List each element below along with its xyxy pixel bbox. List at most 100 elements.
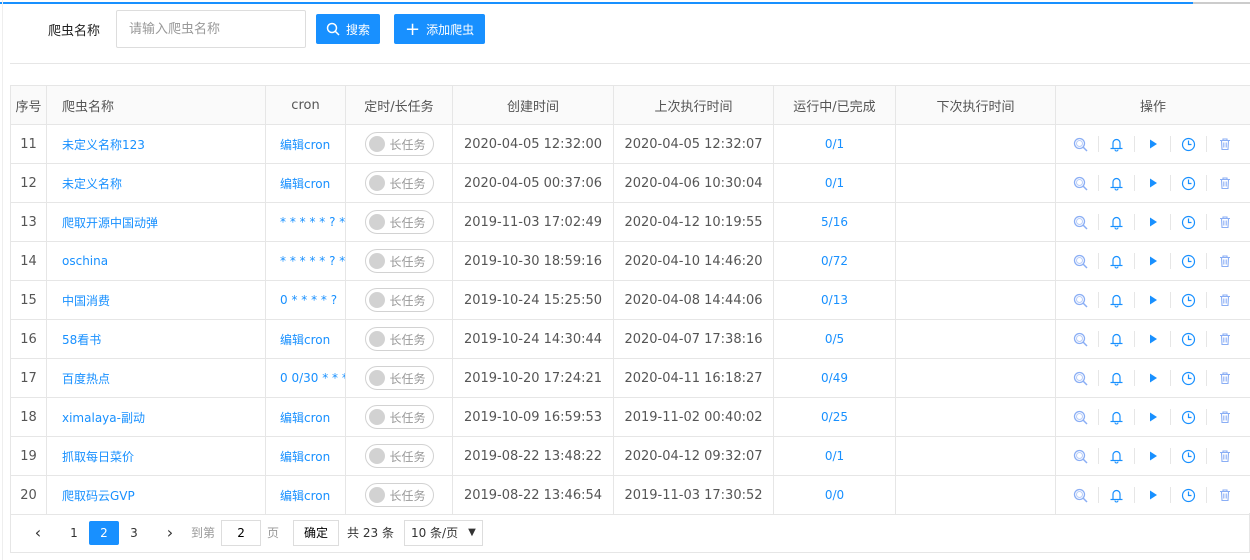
spider-name-link[interactable]: 未定义名称	[62, 176, 123, 191]
spider-name-link[interactable]: oschina	[62, 253, 109, 268]
clock-action-button[interactable]	[1171, 136, 1207, 152]
cron-link[interactable]: * * * * * ? * ...	[280, 214, 346, 229]
long-task-toggle[interactable]: 长任务	[364, 132, 434, 156]
bell-action-button[interactable]	[1099, 175, 1135, 191]
search-action-button[interactable]	[1063, 136, 1099, 152]
bell-action-button[interactable]	[1099, 214, 1135, 230]
long-task-toggle[interactable]: 长任务	[364, 444, 434, 468]
play-action-button[interactable]	[1135, 448, 1171, 464]
cron-link[interactable]: 编辑cron	[280, 137, 331, 152]
cron-link[interactable]: * * * * * ? * ...	[280, 253, 346, 268]
spider-name-link[interactable]: 58看书	[62, 332, 102, 347]
run-status-link[interactable]: 0/25	[821, 409, 848, 424]
trash-action-button[interactable]	[1207, 448, 1243, 464]
page-2-button[interactable]: 2	[89, 520, 119, 545]
clock-action-button[interactable]	[1171, 331, 1207, 347]
run-status-link[interactable]: 0/1	[824, 175, 845, 190]
clock-action-button[interactable]	[1171, 253, 1207, 269]
run-status-link[interactable]: 0/72	[821, 253, 848, 268]
page-size-select[interactable]: 10 条/页 ▼	[403, 519, 483, 546]
search-action-button[interactable]	[1063, 370, 1099, 386]
spider-name-link[interactable]: 未定义名称123	[62, 137, 145, 152]
prev-page-button[interactable]: ‹	[34, 523, 42, 542]
bell-action-button[interactable]	[1099, 253, 1135, 269]
run-status-link[interactable]: 0/5	[824, 331, 845, 346]
spider-name-link[interactable]: 中国消费	[62, 293, 111, 308]
trash-action-button[interactable]	[1207, 136, 1243, 152]
search-action-button[interactable]	[1063, 487, 1099, 503]
bell-action-button[interactable]	[1099, 370, 1135, 386]
confirm-button[interactable]: 确定	[293, 519, 340, 546]
spider-name-link[interactable]: 爬取开源中国动弹	[62, 215, 159, 230]
play-action-button[interactable]	[1135, 253, 1171, 269]
run-status-link[interactable]: 0/49	[821, 370, 848, 385]
next-page-button[interactable]: ›	[166, 523, 174, 542]
long-task-toggle[interactable]: 长任务	[364, 288, 434, 312]
bell-action-button[interactable]	[1099, 292, 1135, 308]
trash-action-button[interactable]	[1207, 214, 1243, 230]
clock-action-button[interactable]	[1171, 409, 1207, 425]
play-action-button[interactable]	[1135, 370, 1171, 386]
bell-action-button[interactable]	[1099, 136, 1135, 152]
trash-action-button[interactable]	[1207, 331, 1243, 347]
long-task-toggle[interactable]: 长任务	[364, 483, 434, 507]
cron-link[interactable]: 0 * * * * ?	[280, 292, 338, 307]
goto-page-input[interactable]	[221, 519, 262, 546]
search-action-button[interactable]	[1063, 292, 1099, 308]
search-action-button[interactable]	[1063, 175, 1099, 191]
long-task-toggle[interactable]: 长任务	[364, 366, 434, 390]
run-status-link[interactable]: 5/16	[821, 214, 848, 229]
search-action-button[interactable]	[1063, 253, 1099, 269]
search-button[interactable]: 搜索	[316, 14, 381, 44]
search-action-button[interactable]	[1063, 331, 1099, 347]
cron-link[interactable]: 编辑cron	[280, 176, 331, 191]
run-status-link[interactable]: 0/13	[821, 292, 848, 307]
clock-action-button[interactable]	[1171, 448, 1207, 464]
play-action-button[interactable]	[1135, 136, 1171, 152]
bell-action-button[interactable]	[1099, 448, 1135, 464]
trash-action-button[interactable]	[1207, 409, 1243, 425]
bell-action-button[interactable]	[1099, 409, 1135, 425]
page-3-button[interactable]: 3	[130, 525, 138, 540]
bell-action-button[interactable]	[1099, 331, 1135, 347]
play-action-button[interactable]	[1135, 409, 1171, 425]
trash-action-button[interactable]	[1207, 370, 1243, 386]
cron-link[interactable]: 编辑cron	[280, 449, 331, 464]
play-action-button[interactable]	[1135, 292, 1171, 308]
run-status-link[interactable]: 0/1	[824, 136, 845, 151]
cron-link[interactable]: 编辑cron	[280, 410, 331, 425]
play-action-button[interactable]	[1135, 175, 1171, 191]
bell-action-button[interactable]	[1099, 487, 1135, 503]
spider-name-link[interactable]: 百度热点	[62, 371, 111, 386]
search-action-button[interactable]	[1063, 409, 1099, 425]
page-1-button[interactable]: 1	[70, 525, 78, 540]
long-task-toggle[interactable]: 长任务	[364, 171, 434, 195]
search-action-button[interactable]	[1063, 448, 1099, 464]
spider-name-link[interactable]: 爬取码云GVP	[62, 488, 135, 503]
run-status-link[interactable]: 0/0	[824, 487, 845, 502]
long-task-toggle[interactable]: 长任务	[364, 210, 434, 234]
long-task-toggle[interactable]: 长任务	[364, 249, 434, 273]
cron-link[interactable]: 编辑cron	[280, 332, 331, 347]
trash-action-button[interactable]	[1207, 487, 1243, 503]
long-task-toggle[interactable]: 长任务	[364, 405, 434, 429]
clock-action-button[interactable]	[1171, 292, 1207, 308]
search-action-button[interactable]	[1063, 214, 1099, 230]
clock-action-button[interactable]	[1171, 175, 1207, 191]
trash-action-button[interactable]	[1207, 253, 1243, 269]
run-status-link[interactable]: 0/1	[824, 448, 845, 463]
clock-action-button[interactable]	[1171, 370, 1207, 386]
trash-action-button[interactable]	[1207, 175, 1243, 191]
spider-name-input[interactable]	[116, 10, 307, 48]
cron-link[interactable]: 编辑cron	[280, 488, 331, 503]
cron-link[interactable]: 0 0/30 * * * ?	[280, 370, 345, 385]
play-action-button[interactable]	[1135, 487, 1171, 503]
clock-action-button[interactable]	[1171, 487, 1207, 503]
clock-action-button[interactable]	[1171, 214, 1207, 230]
long-task-toggle[interactable]: 长任务	[364, 327, 434, 351]
trash-action-button[interactable]	[1207, 292, 1243, 308]
spider-name-link[interactable]: 抓取每日菜价	[62, 449, 135, 464]
spider-name-link[interactable]: ximalaya-副动	[62, 410, 145, 425]
play-action-button[interactable]	[1135, 214, 1171, 230]
play-action-button[interactable]	[1135, 331, 1171, 347]
